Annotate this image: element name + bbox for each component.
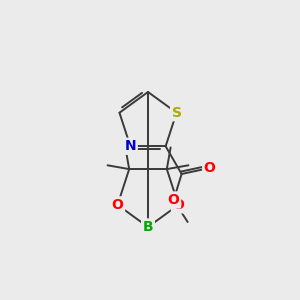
Text: O: O — [112, 198, 124, 212]
Text: B: B — [143, 220, 153, 234]
Text: O: O — [204, 161, 216, 175]
Text: S: S — [172, 106, 182, 120]
Text: O: O — [172, 198, 184, 212]
Text: N: N — [124, 139, 136, 153]
Text: O: O — [168, 193, 180, 207]
